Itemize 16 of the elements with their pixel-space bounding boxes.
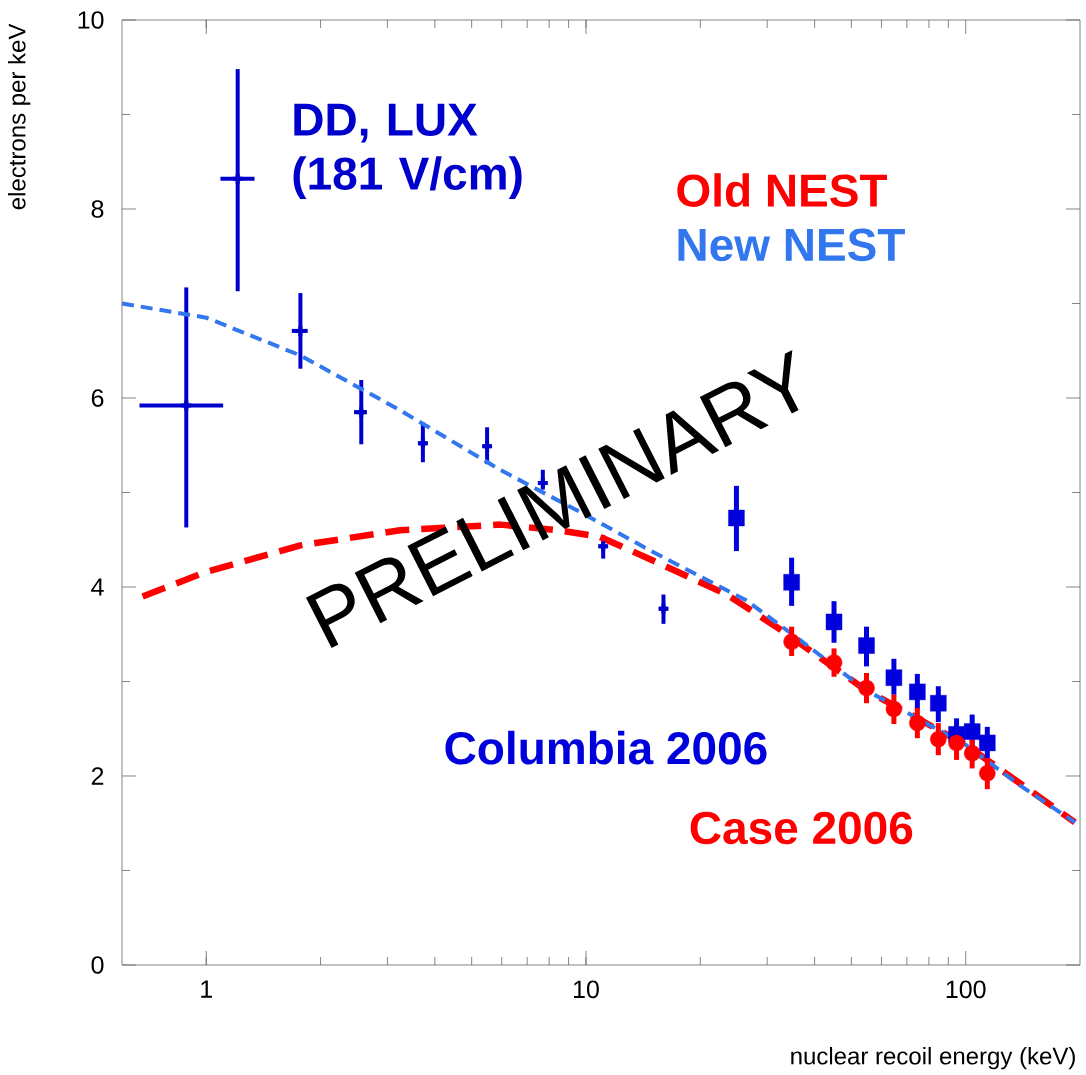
series-label: Case 2006 [690,811,913,845]
y-tick-label: 8 [91,200,104,218]
series-label: DD, LUX (181 V/cm) [293,103,522,200]
x-tick-label: 1 [201,980,212,998]
y-tick-label: 10 [78,11,104,29]
y-tick-label: 2 [91,767,104,785]
y-axis-title: electrons per keV [7,23,31,210]
x-tick-label: 10 [573,980,599,999]
y-tick-label: 0 [91,956,104,974]
text: Old NEST [677,173,888,207]
y-tick-label: 6 [91,389,104,407]
y-tick-label: 4 [91,578,104,596]
x-tick-label: 100 [946,980,986,999]
x-axis-title: nuclear recoil energy (keV) [791,1046,1075,1070]
text: Columbia 2006 [445,730,767,765]
text: New NEST [678,228,905,262]
